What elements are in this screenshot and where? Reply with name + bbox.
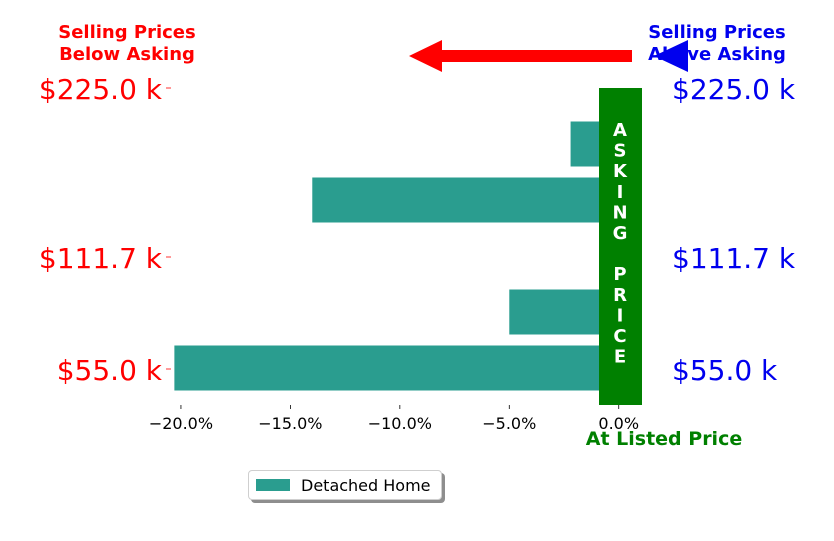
legend-swatch (256, 479, 290, 491)
bar (174, 345, 619, 391)
header-left-line2: Below Asking (59, 44, 195, 65)
legend-label: Detached Home (301, 475, 431, 495)
header-right-line1: Selling Prices (648, 22, 785, 43)
asking-price-letter: I (617, 182, 624, 203)
x-axis: −20.0% −15.0% −10.0% −5.0% 0.0% (149, 405, 639, 433)
bar (312, 177, 619, 223)
asking-price-letter: G (613, 223, 628, 244)
left-price-label: $111.7 k (39, 242, 163, 275)
asking-price-letter: I (617, 305, 624, 326)
at-listed-price-label: At Listed Price (586, 428, 742, 450)
asking-price-letter: S (614, 141, 627, 162)
arrow-right-blue (654, 40, 688, 72)
asking-price-letter: R (613, 285, 627, 306)
right-price-label: $225.0 k (672, 73, 796, 106)
asking-price-letter: P (613, 264, 626, 285)
left-price-label: $55.0 k (57, 354, 163, 387)
asking-price-letter: K (613, 161, 628, 182)
x-tick-label: −10.0% (368, 414, 432, 433)
right-price-label: $55.0 k (672, 354, 778, 387)
x-tick-label: −20.0% (149, 414, 213, 433)
left-price-label: $225.0 k (39, 73, 163, 106)
legend: Detached Home (248, 470, 442, 500)
asking-price-bar (599, 88, 642, 405)
headers: Selling Prices Below Asking Selling Pric… (58, 22, 786, 72)
header-left-line1: Selling Prices (58, 22, 195, 43)
arrow-left-red (409, 40, 632, 72)
x-tick-label: −5.0% (482, 414, 536, 433)
x-tick-label: 0.0% (598, 414, 639, 433)
bars-layer (174, 121, 641, 391)
price-labels: $55.0 k $111.7 k $225.0 k $55.0 k $111.7 k $2… (39, 73, 796, 387)
right-price-label: $111.7 k (672, 242, 796, 275)
asking-price-letter: N (612, 202, 627, 223)
asking-price-letter: A (613, 120, 627, 141)
asking-price-letter: E (614, 347, 626, 368)
x-tick-label: −15.0% (258, 414, 322, 433)
asking-price-letter: C (613, 326, 626, 347)
